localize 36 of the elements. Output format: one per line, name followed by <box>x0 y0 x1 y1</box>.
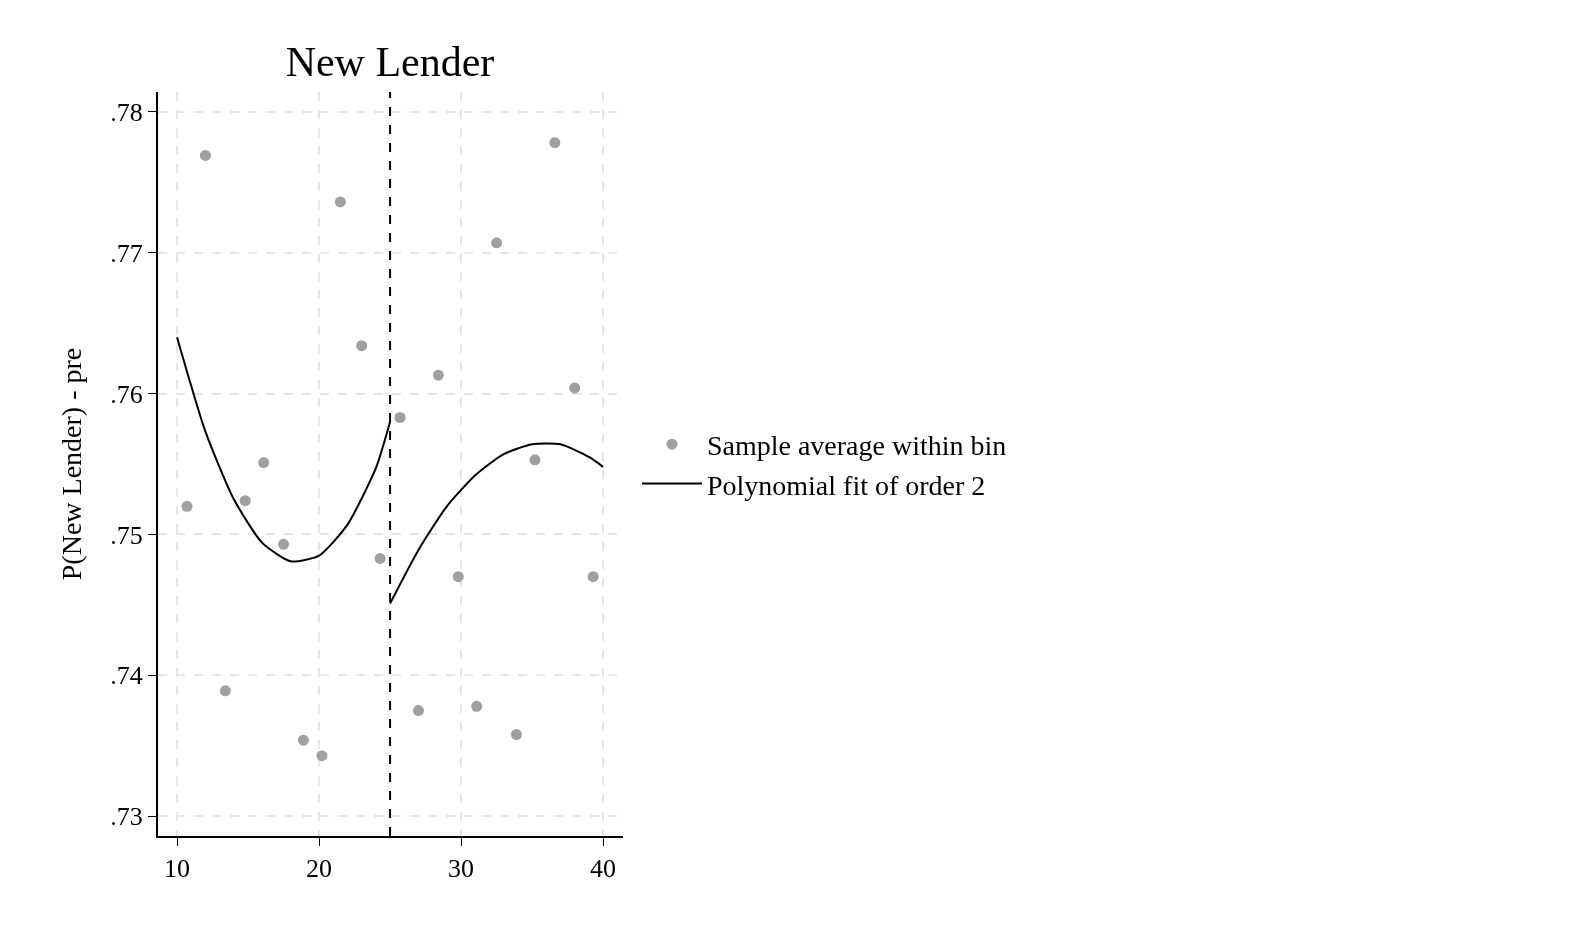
y-tick-label: .78 <box>110 97 143 127</box>
point <box>334 196 346 208</box>
point <box>587 571 599 583</box>
point <box>278 538 290 550</box>
point <box>452 571 464 583</box>
x-tick-label: 30 <box>448 854 475 884</box>
point <box>258 457 270 469</box>
point <box>529 454 541 466</box>
y-tick-label: .77 <box>110 238 143 268</box>
chart-title: New Lender <box>285 38 495 85</box>
x-tick-label: 20 <box>306 854 333 884</box>
point <box>491 237 503 249</box>
y-tick-label: .74 <box>110 661 143 691</box>
point <box>569 382 581 394</box>
point <box>356 340 368 352</box>
point <box>412 705 424 717</box>
point <box>394 412 406 423</box>
point <box>549 137 561 149</box>
x-tick-label: 10 <box>164 854 191 884</box>
point <box>297 734 309 746</box>
y-axis-title: P(New Lender) - pre <box>56 347 88 581</box>
point <box>432 369 444 381</box>
y-tick-label: .76 <box>110 379 143 409</box>
point <box>199 149 211 161</box>
x-tick-label: 40 <box>590 854 617 884</box>
legend-label: Sample average within bin <box>706 430 1007 462</box>
point <box>316 750 328 762</box>
point <box>239 495 251 507</box>
y-tick-label: .75 <box>110 520 143 550</box>
point <box>219 685 231 697</box>
point <box>510 729 522 741</box>
y-tick-label: .73 <box>110 802 143 832</box>
point <box>374 552 386 564</box>
point <box>471 700 483 712</box>
legend-label: Polynomial fit of order 2 <box>706 469 986 501</box>
point <box>181 500 193 512</box>
